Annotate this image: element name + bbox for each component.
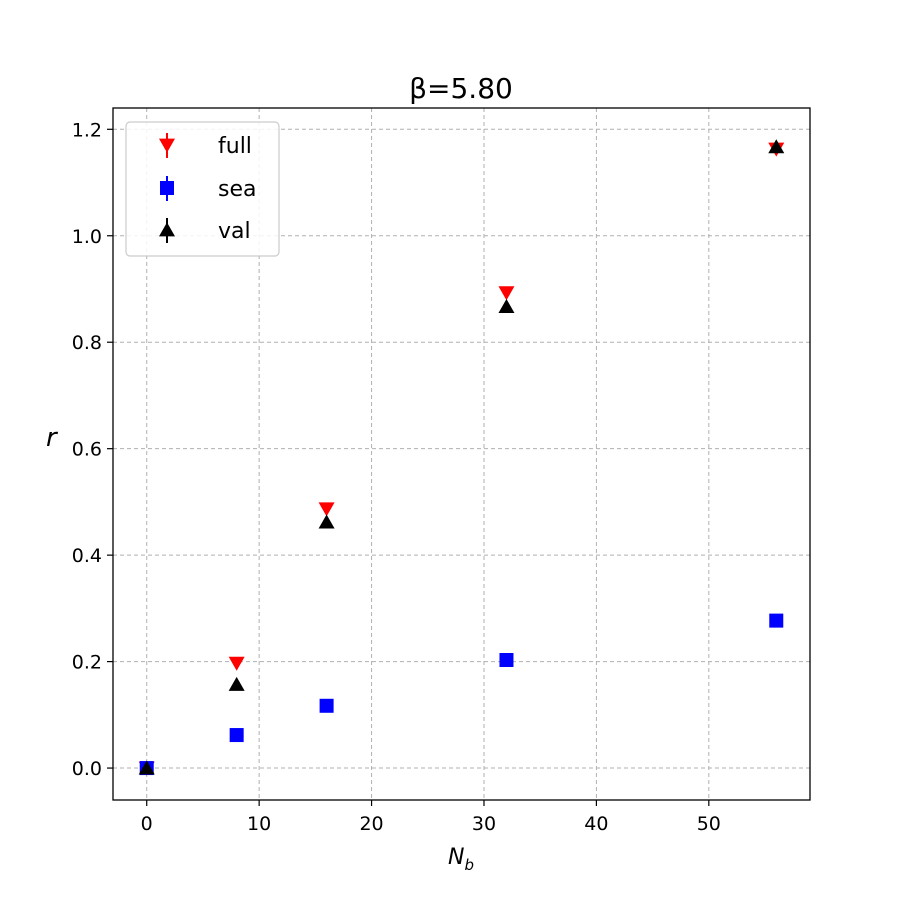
val-point [228,676,245,691]
plot-frame [112,107,811,801]
x-tick-label: 0 [141,813,153,835]
val-point [318,514,335,529]
data-points [138,139,785,776]
y-tick-label: 1.2 [72,119,102,141]
legend: full sea val [125,121,280,257]
full-point [498,286,515,301]
y-tick-label: 0.2 [72,652,102,674]
chart-title: β=5.80 [409,72,513,105]
sea-point [229,728,244,743]
legend-marker-sea [160,181,174,195]
val-point [768,139,785,154]
sea-point [319,698,334,713]
x-tick-label: 50 [697,813,721,835]
axis-ticks: 0 10 20 30 40 50 0.0 0.2 0.4 0.6 0.8 1.0 1.2 [72,119,721,835]
legend-label-full: full [218,134,252,159]
sea-point [769,613,784,628]
sea-point [499,653,514,668]
y-tick-label: 0.6 [72,439,102,461]
legend-marker-full [159,138,175,153]
x-tick-label: 40 [584,813,608,835]
y-axis-label: r [46,423,59,453]
x-tick-label: 30 [472,813,496,835]
y-tick-label: 0.8 [72,332,102,354]
x-tick-label: 20 [359,813,383,835]
legend-marker-val [159,222,175,237]
full-point [318,502,335,517]
full-point [228,656,245,671]
val-point [498,298,515,313]
y-tick-label: 0.0 [72,758,102,780]
legend-box [125,121,280,257]
val-point [138,760,155,775]
y-tick-label: 1.0 [72,226,102,248]
y-tick-label: 0.4 [72,545,102,567]
legend-label-sea: sea [218,177,256,202]
x-tick-label: 10 [247,813,271,835]
legend-label-val: val [218,219,251,244]
